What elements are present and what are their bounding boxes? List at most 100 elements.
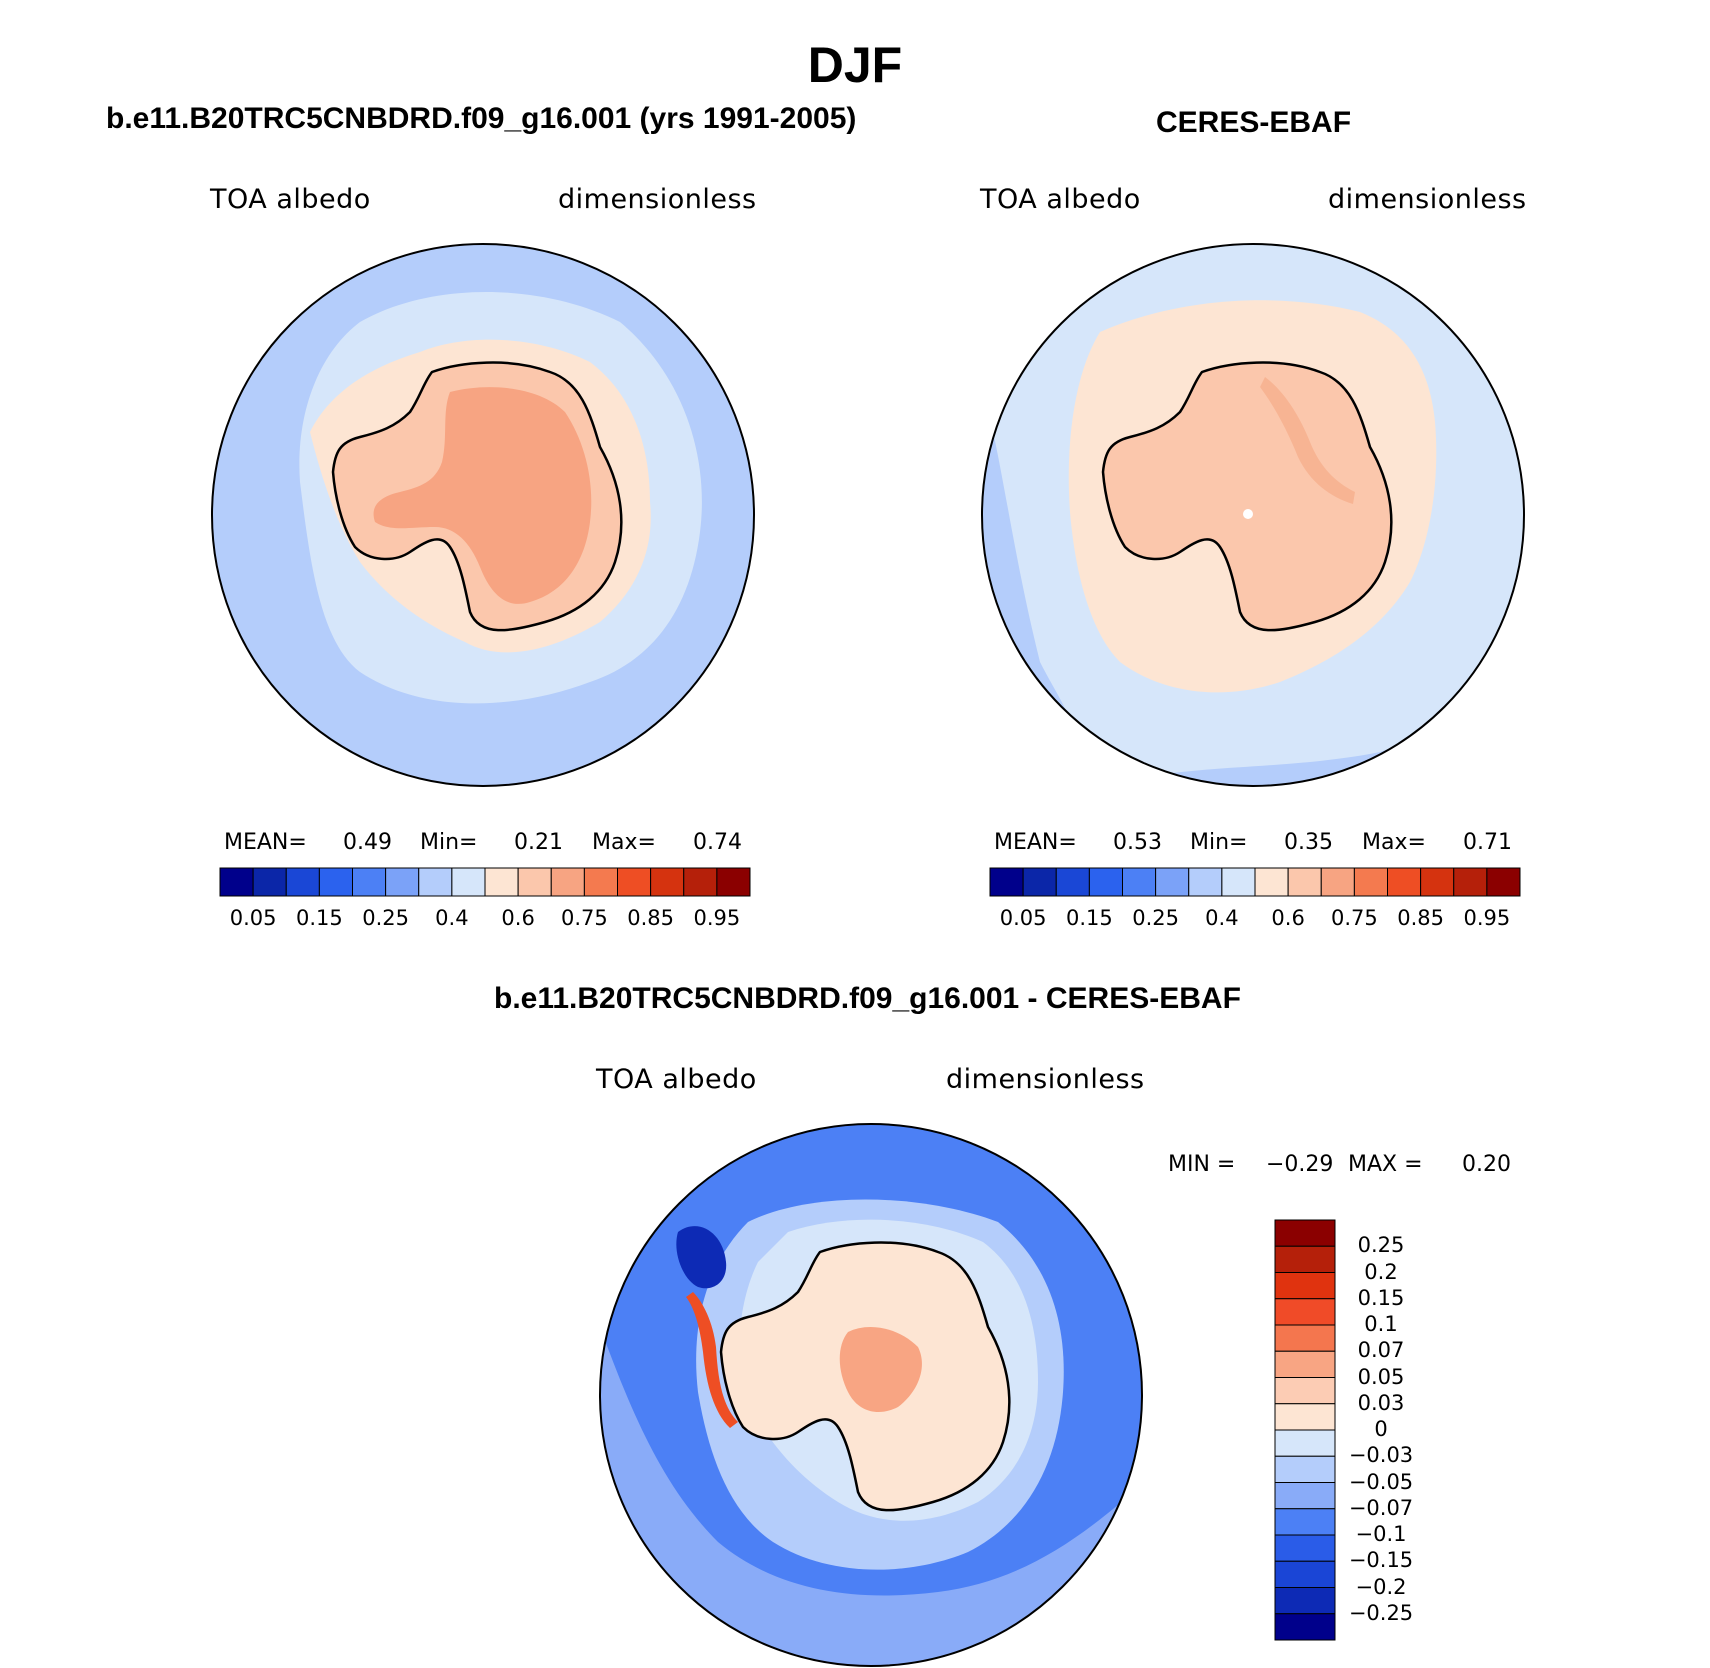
- colorbar-segment: [617, 867, 652, 897]
- panel-obs-colorbar: [989, 867, 1521, 897]
- colorbar-segment: [1353, 867, 1388, 897]
- colorbar-tick-label: 0.25: [1132, 906, 1179, 930]
- panel-model-max-label: Max=: [592, 830, 656, 855]
- colorbar-segment: [1287, 867, 1322, 897]
- colorbar-segment: [517, 867, 552, 897]
- diff-colorbar: [1274, 1219, 1336, 1641]
- colorbar-tick-label: 0.95: [1463, 906, 1511, 930]
- figure-title: DJF: [807, 37, 903, 93]
- diff-min-value: −0.29: [1266, 1152, 1334, 1177]
- panel-model-colorbar: [219, 867, 751, 897]
- colorbar-segment: [1188, 867, 1223, 897]
- colorbar-segment: [1274, 1455, 1336, 1483]
- mid-ocean-band: [600, 1322, 1142, 1666]
- colorbar-segment: [1274, 1219, 1336, 1247]
- colorbar-tick-label: −0.03: [1348, 1443, 1414, 1468]
- colorbar-tick-label: 0.1: [1364, 1312, 1398, 1336]
- colorbar-tick-label: −0.2: [1355, 1574, 1407, 1599]
- colorbar-segment: [1274, 1482, 1336, 1510]
- colorbar-tick-label: 0.6: [501, 906, 535, 930]
- colorbar-tick-label: 0.15: [1065, 906, 1113, 930]
- colorbar-tick-label: −0.05: [1348, 1469, 1414, 1494]
- colorbar-segment: [352, 867, 387, 897]
- panel-obs-min-label: Min=: [1190, 830, 1248, 855]
- colorbar-segment: [1274, 1245, 1336, 1273]
- colorbar-tick-label: 0.75: [1330, 906, 1378, 930]
- colorbar-tick-label: 0: [1374, 1417, 1388, 1441]
- colorbar-segment: [451, 867, 486, 897]
- panel-model-max-value: 0.74: [693, 830, 742, 855]
- colorbar-segment: [1254, 867, 1289, 897]
- colorbar-segment: [219, 867, 254, 897]
- colorbar-segment: [1320, 867, 1355, 897]
- colorbar-segment: [1274, 1272, 1336, 1300]
- colorbar-segment: [989, 867, 1024, 897]
- colorbar-tick-label: 0.05: [999, 906, 1047, 930]
- colorbar-segment: [1022, 867, 1057, 897]
- colorbar-segment: [1274, 1298, 1336, 1326]
- panel-model-map: [211, 243, 755, 787]
- colorbar-segment: [1486, 867, 1521, 897]
- colorbar-tick-label: 0.03: [1357, 1390, 1405, 1415]
- diff-max-label: MAX =: [1348, 1152, 1423, 1177]
- diff-units-label: dimensionless: [946, 1064, 1145, 1095]
- colorbar-segment: [1055, 867, 1090, 897]
- colorbar-segment: [385, 867, 420, 897]
- colorbar-segment: [583, 867, 618, 897]
- panel-model-min-label: Min=: [420, 830, 478, 855]
- colorbar-tick-label: 0.25: [362, 906, 409, 930]
- strong-cold-anomaly: [676, 1226, 727, 1289]
- ice-divide-ridge: [1260, 377, 1355, 504]
- colorbar-tick-label: 0.4: [435, 906, 469, 930]
- colorbar-tick-label: 0.25: [1357, 1233, 1405, 1258]
- colorbar-segment: [1274, 1508, 1336, 1536]
- colorbar-segment: [1274, 1560, 1336, 1588]
- colorbar-tick-label: 0.07: [1357, 1338, 1405, 1363]
- antarctica-ice-sheet: [1101, 361, 1393, 632]
- strong-warm-anomaly: [686, 1292, 738, 1428]
- colorbar-segment: [1274, 1324, 1336, 1352]
- colorbar-segment: [1155, 867, 1190, 897]
- colorbar-tick-label: 0.85: [1397, 906, 1444, 930]
- colorbar-segment: [1274, 1403, 1336, 1431]
- colorbar-segment: [1453, 867, 1488, 897]
- colorbar-segment: [318, 867, 353, 897]
- colorbar-tick-label: 0.4: [1205, 906, 1239, 930]
- panel-obs-min-value: 0.35: [1284, 830, 1333, 855]
- panel-obs-max-value: 0.71: [1463, 830, 1512, 855]
- colorbar-tick-label: 0.2: [1364, 1259, 1398, 1284]
- panel-model-units-label: dimensionless: [558, 184, 757, 215]
- colorbar-segment: [650, 867, 685, 897]
- colorbar-segment: [1088, 867, 1123, 897]
- colorbar-segment: [1274, 1613, 1336, 1641]
- diff-map: [599, 1123, 1143, 1667]
- colorbar-tick-label: 0.15: [1357, 1285, 1405, 1310]
- colorbar-segment: [1387, 867, 1422, 897]
- panel-model-mean-value: 0.49: [343, 830, 392, 855]
- colorbar-segment: [1274, 1587, 1336, 1615]
- diff-max-value: 0.20: [1462, 1152, 1511, 1177]
- colorbar-tick-label: 0.95: [693, 906, 741, 930]
- colorbar-tick-label: 0.05: [1357, 1364, 1405, 1389]
- colorbar-tick-label: −0.25: [1348, 1600, 1414, 1625]
- colorbar-segment: [1274, 1429, 1336, 1457]
- colorbar-tick-label: 0.05: [229, 906, 277, 930]
- colorbar-tick-label: 0.85: [627, 906, 674, 930]
- colorbar-segment: [285, 867, 320, 897]
- colorbar-segment: [252, 867, 287, 897]
- panel-obs-max-label: Max=: [1362, 830, 1426, 855]
- colorbar-segment: [1122, 867, 1157, 897]
- colorbar-segment: [550, 867, 585, 897]
- panel-obs-map: [981, 243, 1525, 787]
- panel-obs-mean-value: 0.53: [1113, 830, 1162, 855]
- colorbar-tick-label: −0.15: [1348, 1548, 1414, 1573]
- ice-sheet-interior: [373, 387, 592, 604]
- colorbar-segment: [1274, 1377, 1336, 1405]
- panel-obs-variable-label: TOA albedo: [980, 184, 1141, 215]
- panel-model-title: b.e11.B20TRC5CNBDRD.f09_g16.001 (yrs 199…: [106, 102, 857, 135]
- diff-title: b.e11.B20TRC5CNBDRD.f09_g16.001 - CERES-…: [494, 982, 1241, 1015]
- diff-min-label: MIN =: [1168, 1152, 1236, 1177]
- colorbar-tick-label: 0.15: [295, 906, 343, 930]
- panel-model-min-value: 0.21: [514, 830, 563, 855]
- colorbar-segment: [484, 867, 519, 897]
